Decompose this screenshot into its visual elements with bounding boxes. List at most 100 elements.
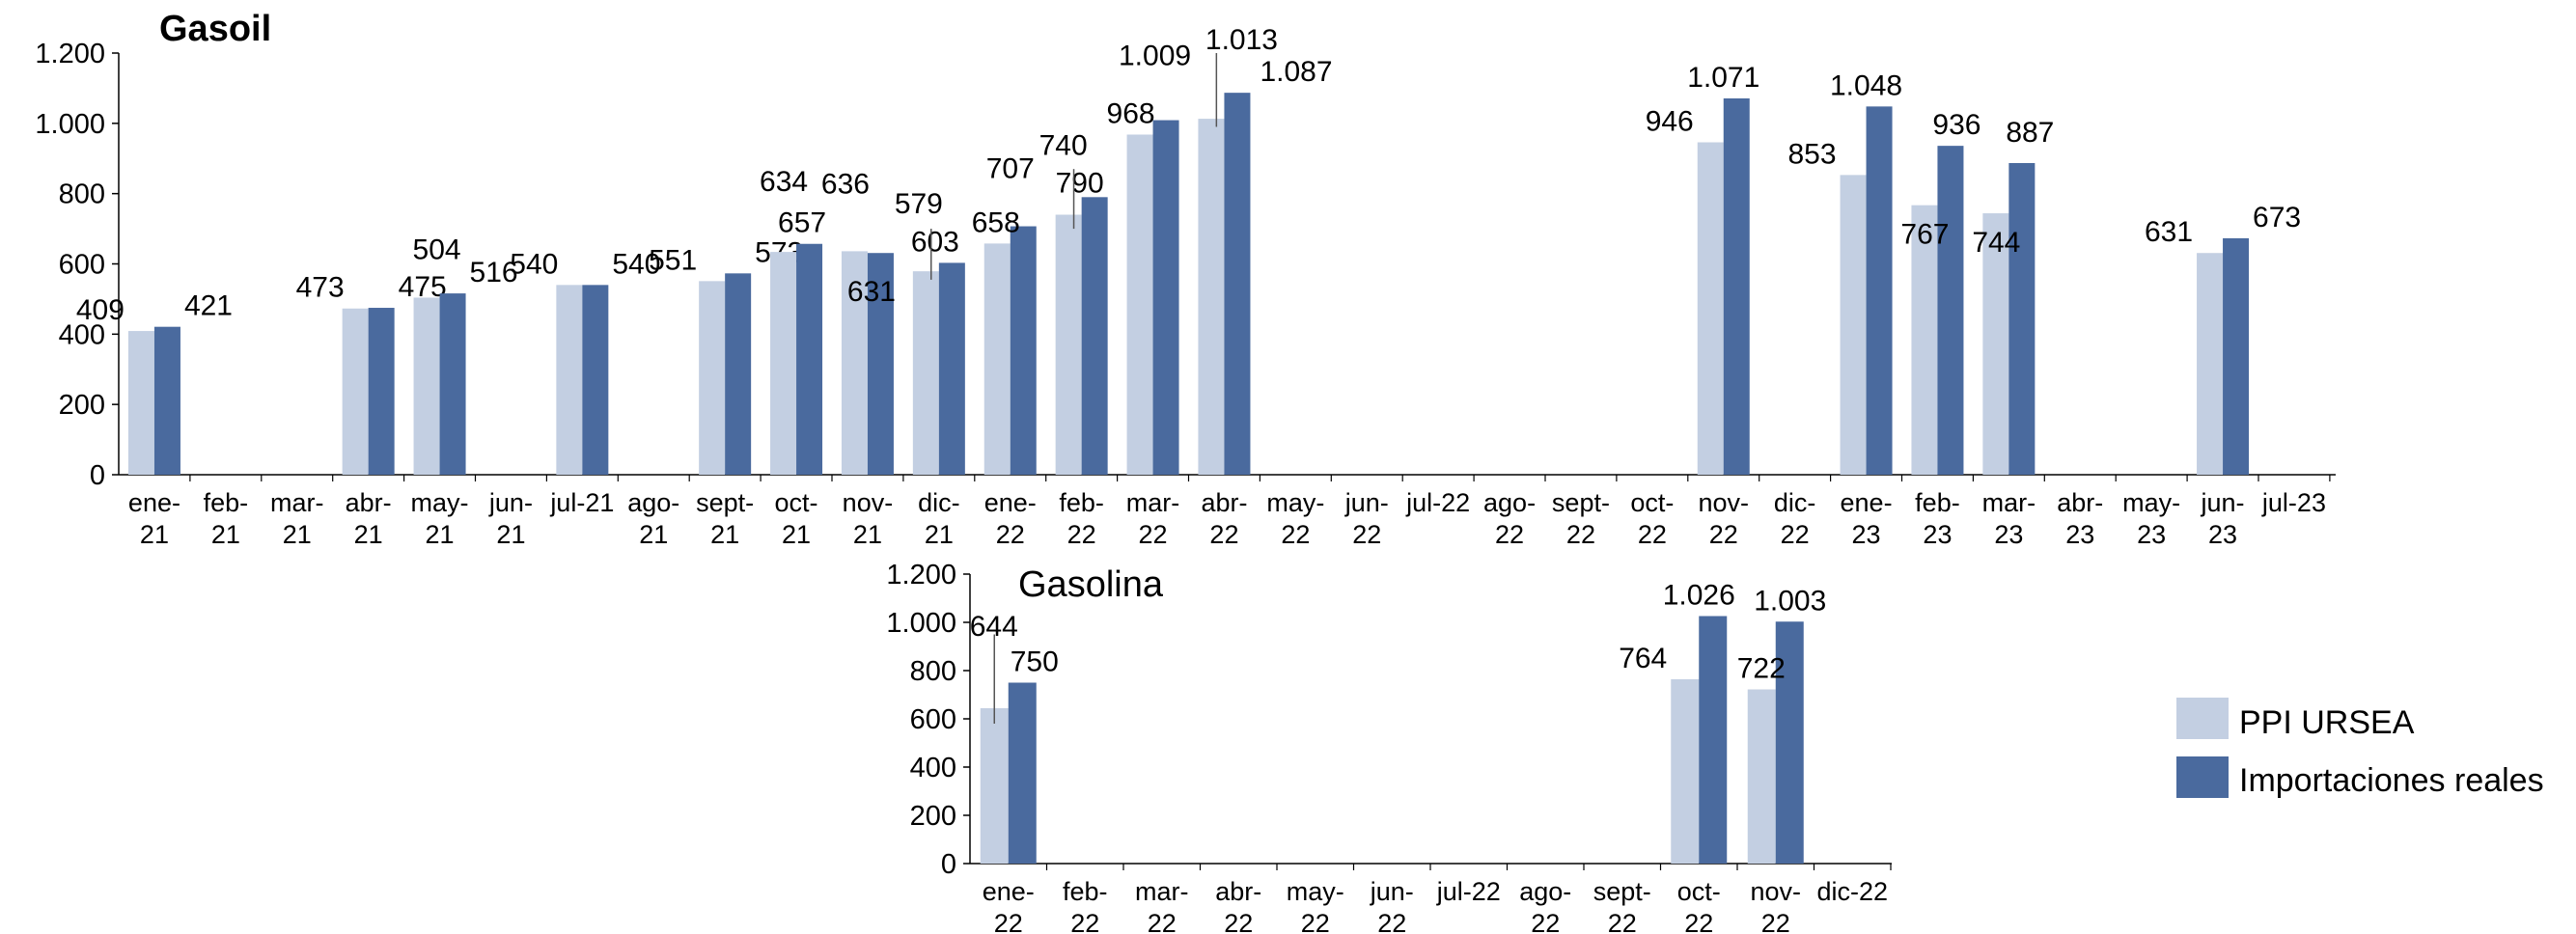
gasoil-x-tick-label: 22 bbox=[1709, 520, 1738, 549]
gasoil-bar-ppi bbox=[1982, 213, 2009, 475]
gasoil-bar-ppi bbox=[770, 252, 797, 475]
gasoil-x-tick-label: 22 bbox=[1209, 520, 1238, 549]
gasoil-x-tick-label: feb- bbox=[204, 488, 249, 517]
gasoil-x-tick-label: 22 bbox=[1352, 520, 1381, 549]
gasoil-y-tick-label: 1.200 bbox=[35, 39, 105, 69]
gasolina-x-tick-label: 22 bbox=[1224, 909, 1253, 934]
gasolina-x-tick-label: 22 bbox=[1301, 909, 1330, 934]
gasoil-x-tick-label: mar- bbox=[270, 488, 324, 517]
gasoil-x-tick-label: nov- bbox=[1698, 488, 1749, 517]
gasoil-bar-importaciones bbox=[796, 243, 823, 475]
gasoil-x-tick-label: 23 bbox=[1852, 520, 1881, 549]
gasoil-x-tick-label: ago- bbox=[1483, 488, 1536, 517]
gasoil-bar-importaciones bbox=[938, 262, 965, 475]
gasoil-x-tick-label: oct- bbox=[1630, 488, 1674, 517]
gasoil-bar-ppi bbox=[1198, 119, 1225, 475]
gasoil-label-ppi: 409 bbox=[76, 294, 125, 326]
gasolina-label-ppi: 764 bbox=[1619, 643, 1667, 674]
gasoil-x-tick-label: abr- bbox=[346, 488, 392, 517]
gasolina-y-tick-label: 600 bbox=[910, 704, 956, 735]
gasoil-label-importaciones: 673 bbox=[2253, 202, 2301, 234]
gasoil-label-importaciones: 887 bbox=[2006, 117, 2054, 149]
gasoil-label-importaciones: 516 bbox=[470, 257, 518, 288]
gasolina-x-tick-label: 22 bbox=[1148, 909, 1177, 934]
gasoil-bar-ppi bbox=[1840, 175, 1867, 475]
gasoil-x-tick-label: may- bbox=[1266, 488, 1324, 517]
gasolina-x-tick-label: oct- bbox=[1677, 877, 1721, 906]
gasoil-label-importaciones: 631 bbox=[847, 276, 896, 308]
legend: PPI URSEA Importaciones reales bbox=[2176, 698, 2544, 799]
gasolina-x-tick-label: jun- bbox=[1370, 877, 1414, 906]
gasoil-x-tick-label: 23 bbox=[2065, 520, 2094, 549]
gasoil-x-tick-label: 21 bbox=[782, 520, 811, 549]
gasolina-x-tick-label: abr- bbox=[1215, 877, 1261, 906]
gasoil-y-tick-label: 0 bbox=[90, 460, 105, 491]
legend-swatch-ppi bbox=[2176, 698, 2229, 739]
gasoil-label-ppi: 946 bbox=[1646, 105, 1694, 137]
gasoil-x-tick-label: 21 bbox=[283, 520, 312, 549]
gasolina-y-tick-label: 1.200 bbox=[886, 560, 956, 591]
gasoil-label-importaciones: 707 bbox=[986, 153, 1035, 185]
gasolina-y-tick-label: 400 bbox=[910, 753, 956, 783]
gasoil-x-tick-label: sept- bbox=[1552, 488, 1610, 517]
gasoil-bar-importaciones bbox=[153, 326, 180, 475]
gasoil-bar-importaciones bbox=[1010, 226, 1037, 475]
gasolina-label-ppi: 722 bbox=[1737, 653, 1786, 685]
gasoil-bar-ppi bbox=[1911, 205, 1938, 475]
gasoil-bar-ppi bbox=[556, 285, 583, 475]
gasoil-bar-ppi bbox=[127, 331, 154, 475]
gasoil-label-importaciones: 1.009 bbox=[1119, 40, 1191, 71]
gasoil-label-ppi: 579 bbox=[895, 188, 943, 220]
gasolina-x-tick-label: 22 bbox=[1531, 909, 1560, 934]
gasoil-x-tick-label: jun- bbox=[2201, 488, 2245, 517]
gasolina-x-tick-label: 22 bbox=[994, 909, 1023, 934]
gasoil-x-tick-label: feb- bbox=[1915, 488, 1960, 517]
gasoil-chart: Gasoil 0 200 400 600 800 1.000 1.200 ene- 21 409 4… bbox=[35, 9, 2336, 549]
gasoil-x-tick-label: may- bbox=[2122, 488, 2180, 517]
gasolina-x-tick-label: sept- bbox=[1593, 877, 1651, 906]
gasoil-title: Gasoil bbox=[159, 9, 271, 49]
gasolina-label-importaciones: 750 bbox=[1011, 646, 1059, 678]
gasoil-label-importaciones: 603 bbox=[911, 226, 959, 258]
gasoil-bar-importaciones bbox=[439, 293, 466, 475]
gasolina-y-tick-label: 1.000 bbox=[886, 608, 956, 639]
gasoil-label-ppi: 740 bbox=[1039, 130, 1088, 162]
gasolina-bar-ppi bbox=[980, 708, 1009, 864]
gasoil-label-importaciones: 790 bbox=[1056, 167, 1104, 199]
gasolina-y-tick-label: 200 bbox=[910, 801, 956, 832]
gasoil-x-tick-label: dic- bbox=[918, 488, 960, 517]
gasoil-x-tick-label: jul-22 bbox=[1405, 488, 1470, 517]
gasolina-x-tick-label: feb- bbox=[1063, 877, 1108, 906]
gasoil-x-tick-label: 22 bbox=[1139, 520, 1168, 549]
gasoil-bar-ppi bbox=[342, 308, 369, 475]
gasolina-x-tick-label: jul-22 bbox=[1436, 877, 1501, 906]
gasoil-bar-importaciones bbox=[1224, 93, 1251, 476]
gasoil-label-importaciones: 540 bbox=[612, 248, 660, 280]
gasoil-label-ppi: 767 bbox=[1900, 219, 1949, 251]
gasoil-bar-ppi bbox=[841, 251, 868, 475]
gasoil-y-tick-label: 1.000 bbox=[35, 109, 105, 140]
gasoil-y-tick-label: 800 bbox=[59, 179, 105, 210]
gasolina-x-tick-label: ene- bbox=[983, 877, 1035, 906]
gasoil-x-tick-label: 22 bbox=[1638, 520, 1667, 549]
gasoil-y-tick-label: 200 bbox=[59, 390, 105, 421]
gasolina-x-tick-label: 22 bbox=[1684, 909, 1713, 934]
gasoil-x-tick-label: mar- bbox=[1126, 488, 1180, 517]
gasoil-x-tick-label: 23 bbox=[2208, 520, 2237, 549]
gasolina-label-importaciones: 1.026 bbox=[1663, 580, 1735, 612]
gasoil-x-tick-label: 22 bbox=[1495, 520, 1524, 549]
gasoil-x-tick-label: jul-21 bbox=[549, 488, 614, 517]
gasoil-y-tick-label: 600 bbox=[59, 250, 105, 281]
gasolina-x-tick-label: may- bbox=[1287, 877, 1344, 906]
gasoil-bar-ppi bbox=[1697, 142, 1724, 475]
gasolina-x-tick-label: mar- bbox=[1135, 877, 1189, 906]
gasoil-x-tick-label: jul-23 bbox=[2261, 488, 2326, 517]
legend-swatch-importaciones bbox=[2176, 756, 2229, 798]
gasoil-bar-importaciones bbox=[368, 308, 395, 475]
gasoil-bar-importaciones bbox=[2223, 237, 2250, 475]
gasoil-y-tick-label: 400 bbox=[59, 319, 105, 350]
gasoil-x-tick-label: 21 bbox=[925, 520, 954, 549]
gasolina-x-tick-label: 22 bbox=[1377, 909, 1406, 934]
gasoil-label-importaciones: 1.048 bbox=[1830, 69, 1902, 101]
